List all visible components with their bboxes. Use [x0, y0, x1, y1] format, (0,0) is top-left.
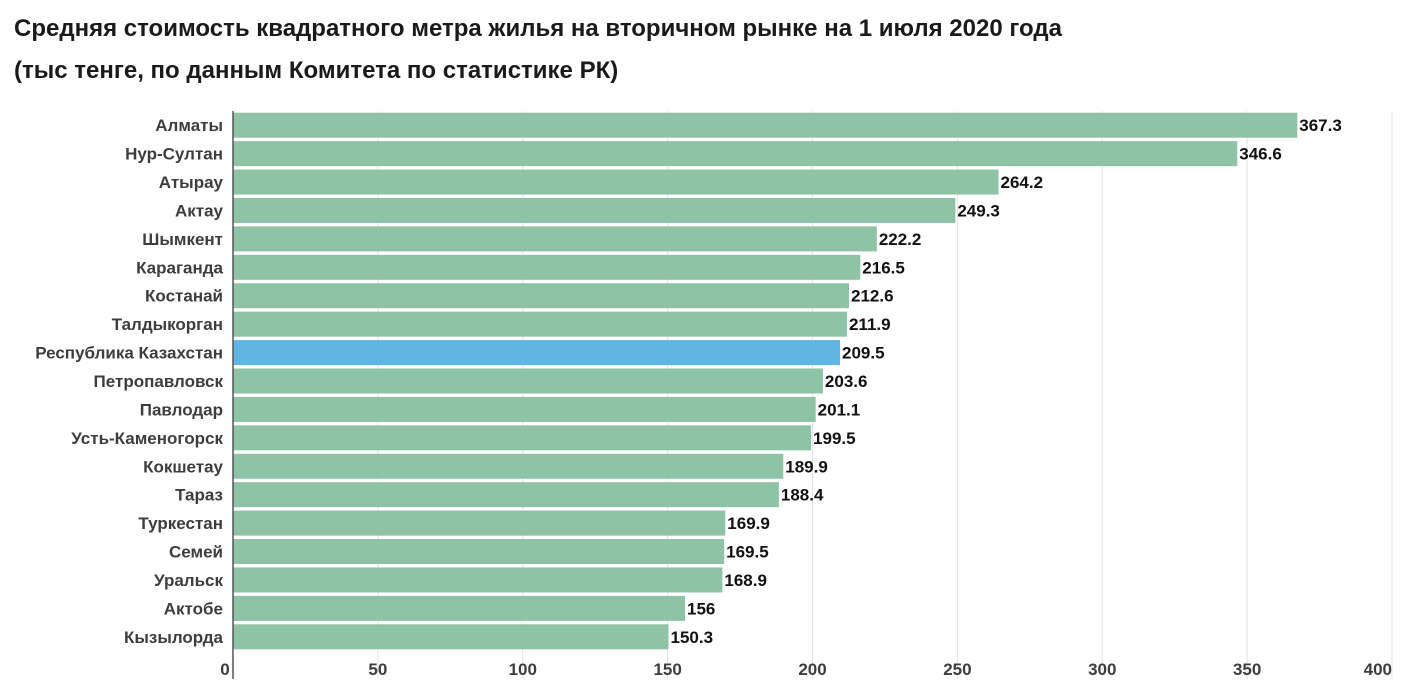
category-label: Атырау	[159, 173, 224, 192]
value-label: 168.9	[724, 571, 767, 590]
value-label: 156	[687, 599, 715, 618]
bar	[233, 539, 725, 565]
bar	[233, 482, 779, 508]
value-label: 346.6	[1239, 145, 1282, 164]
category-label: Павлодар	[140, 400, 223, 419]
value-label: 212.6	[851, 287, 894, 306]
category-label: Караганда	[136, 258, 223, 277]
bar	[233, 112, 1298, 138]
x-tick-label: 0	[220, 660, 229, 679]
bar	[233, 197, 956, 223]
x-tick-label: 200	[798, 660, 826, 679]
category-label: Нур-Султан	[125, 145, 223, 164]
value-label: 367.3	[1299, 116, 1342, 135]
bar	[233, 311, 847, 337]
bar	[233, 141, 1238, 167]
x-tick-label: 400	[1364, 660, 1392, 679]
category-label: Петропавловск	[94, 372, 224, 391]
bar	[233, 567, 723, 593]
value-label: 209.5	[842, 344, 885, 363]
chart-title: Средняя стоимость квадратного метра жиль…	[14, 8, 1062, 92]
category-label: Усть-Каменогорск	[71, 429, 223, 448]
value-label: 169.9	[727, 514, 770, 533]
category-label: Кокшетау	[143, 457, 223, 476]
chart-title-text: Средняя стоимость квадратного метра жиль…	[14, 15, 1062, 42]
bar	[233, 595, 686, 621]
value-label: 189.9	[785, 457, 828, 476]
category-label: Актау	[175, 201, 224, 220]
bar	[233, 226, 877, 252]
value-label: 249.3	[957, 201, 1000, 220]
value-label: 188.4	[781, 486, 824, 505]
category-label: Тараз	[175, 486, 223, 505]
category-label: Костанай	[145, 287, 223, 306]
x-tick-label: 300	[1088, 660, 1116, 679]
bar	[233, 368, 823, 394]
bar	[233, 169, 999, 195]
x-tick-label: 150	[653, 660, 681, 679]
labels: 0 50 100 150 200 250 300 350 400 Алматы 367.3 Нур-С…	[35, 116, 1392, 679]
category-label: Туркестан	[138, 514, 223, 533]
chart-subtitle-text: (тыс тенге, по данным Комитета по статис…	[14, 57, 619, 84]
category-label: Шымкент	[142, 230, 223, 249]
value-label: 222.2	[879, 230, 922, 249]
value-label: 264.2	[1001, 173, 1044, 192]
bar	[233, 453, 784, 479]
category-label: Актобе	[164, 599, 223, 618]
value-label: 201.1	[818, 400, 861, 419]
x-tick-label: 50	[368, 660, 387, 679]
x-tick-label: 350	[1233, 660, 1261, 679]
category-label: Кызылорда	[124, 628, 224, 647]
category-label: Талдыкорган	[112, 315, 223, 334]
category-label: Республика Казахстан	[35, 344, 223, 363]
value-label: 199.5	[813, 429, 856, 448]
value-label: 211.9	[849, 315, 891, 334]
x-tick-label: 250	[943, 660, 971, 679]
bar	[233, 510, 726, 536]
grid-lines	[377, 111, 1393, 679]
bar	[233, 283, 850, 309]
bar	[233, 254, 861, 280]
bar	[233, 340, 841, 366]
bars	[233, 112, 1298, 650]
bar	[233, 396, 816, 422]
value-label: 150.3	[670, 628, 713, 647]
value-label: 169.5	[726, 543, 769, 562]
bar	[233, 425, 812, 451]
value-label: 203.6	[825, 372, 868, 391]
category-label: Уральск	[154, 571, 223, 590]
value-label: 216.5	[862, 258, 905, 277]
bar	[233, 624, 669, 650]
x-tick-label: 100	[509, 660, 537, 679]
category-label: Алматы	[155, 116, 223, 135]
category-label: Семей	[169, 543, 223, 562]
